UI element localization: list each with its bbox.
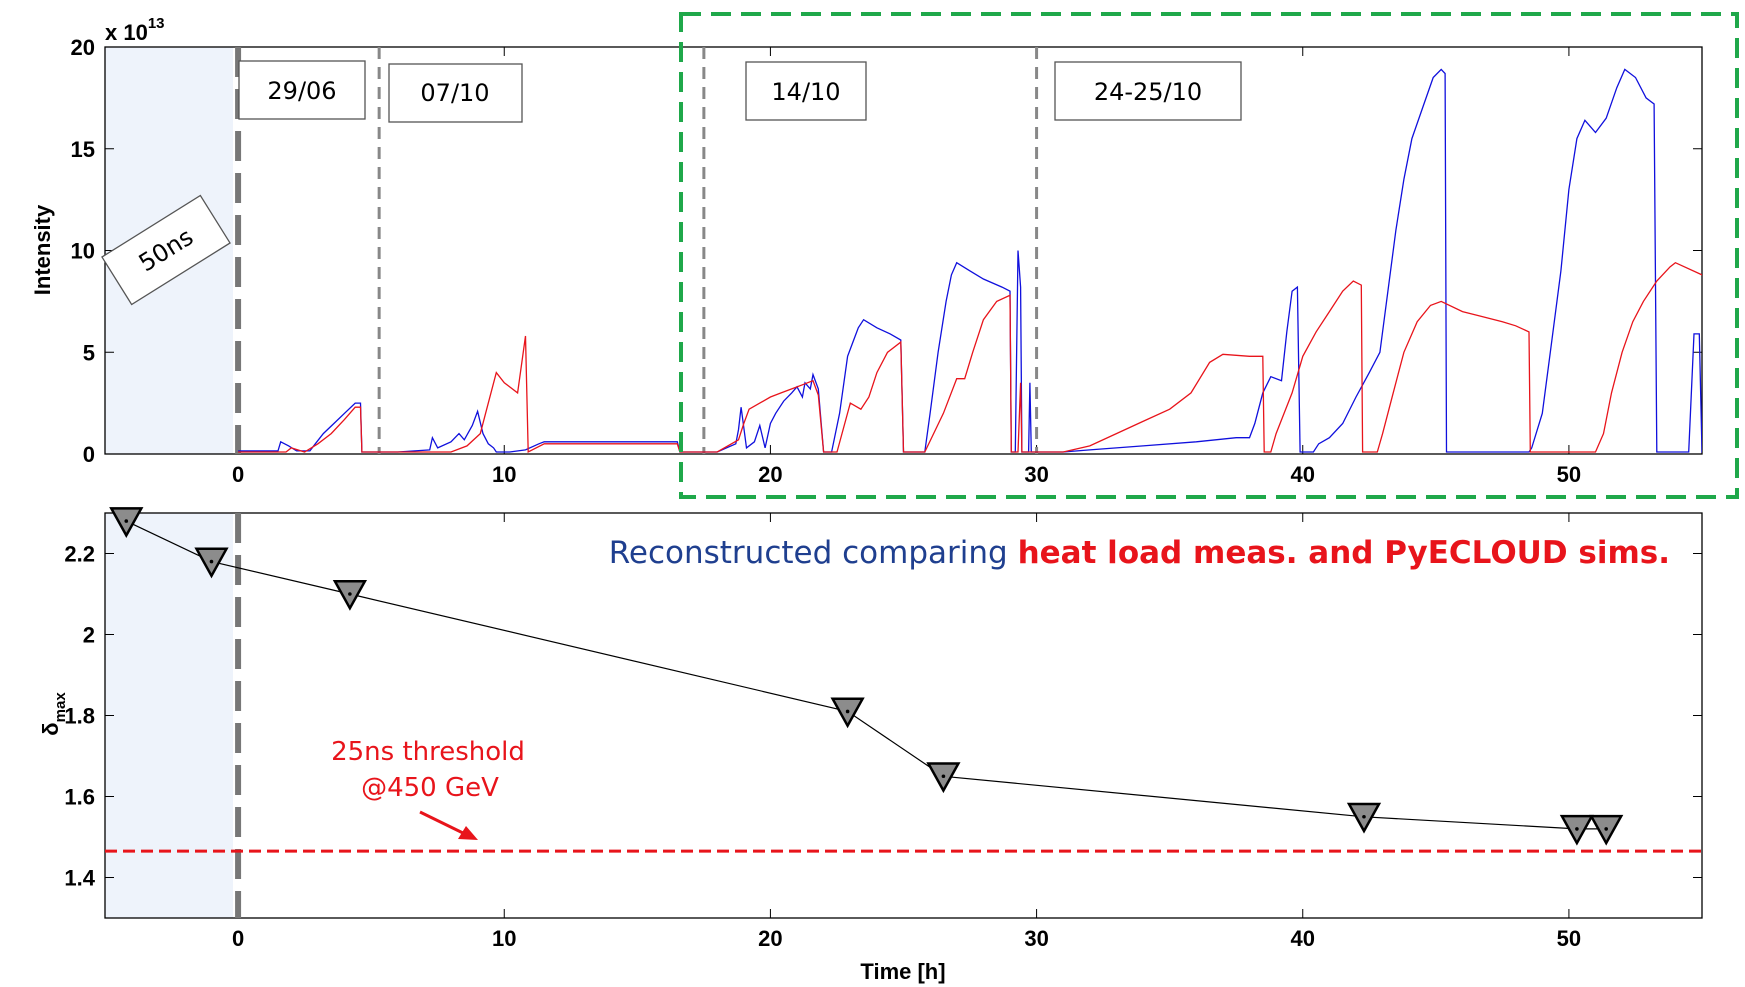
- label-07-10-text: 07/10: [420, 79, 489, 107]
- y-tick-label: 20: [71, 35, 95, 60]
- bottom-axis-ticks: 0 10 20 30 40 50 1.4 1.6 1.8 2 2.2: [64, 513, 1702, 951]
- delta-max-point: [1575, 827, 1579, 831]
- x-tick-label: 0: [232, 462, 244, 487]
- label-50ns: 50ns: [101, 194, 231, 306]
- top-axis-ticks: 0 10 20 30 40 50 0 5 10 15 20: [71, 35, 1702, 487]
- y-tick-label: 10: [71, 239, 95, 264]
- heat-load-annotation: Reconstructed comparing heat load meas. …: [609, 535, 1670, 571]
- top-dividers: [235, 47, 1039, 454]
- label-07-10: 07/10: [388, 63, 523, 123]
- intensity-series-red: [238, 261, 1702, 454]
- annotation-red-text: heat load meas. and PyECLOUD sims.: [1018, 535, 1670, 571]
- threshold-label-line2: @450 GeV: [361, 773, 499, 803]
- intensity-panel: 0 10 20 30 40 50 0 5 10 15 20 x 1013 Intensity 29/…: [30, 15, 1703, 487]
- delta-max-point: [941, 774, 946, 779]
- delta-max-point: [348, 592, 352, 596]
- y-tick-label: 2.2: [64, 542, 95, 567]
- label-29-06: 29/06: [238, 60, 366, 120]
- delta-max-panel: 0 10 20 30 40 50 1.4 1.6 1.8 2 2.2 Reconstructed c…: [38, 507, 1703, 984]
- y-tick-label: 15: [71, 137, 95, 162]
- x-axis-label: Time [h]: [860, 959, 945, 984]
- delta-max-point: [1604, 827, 1608, 831]
- top-y-axis-label: Intensity: [30, 204, 55, 295]
- ylabel-delta: δ: [38, 722, 63, 735]
- x-tick-label: 50: [1557, 926, 1581, 951]
- label-14-10: 14/10: [745, 61, 867, 121]
- delta-max-point: [209, 559, 214, 564]
- bottom-plot-frame: [104, 512, 1703, 919]
- ylabel-subscript: max: [52, 692, 69, 723]
- y-tick-label: 2: [83, 623, 95, 648]
- x-tick-label: 10: [492, 926, 516, 951]
- delta-max-point: [845, 709, 850, 714]
- x-tick-label: 50: [1557, 462, 1581, 487]
- x-tick-label: 40: [1291, 462, 1315, 487]
- delta-max-point: [124, 519, 129, 523]
- delta-max-point: [1362, 814, 1366, 819]
- threshold-arrow: [419, 810, 478, 840]
- top-series: [238, 68, 1702, 454]
- x-tick-label: 30: [1024, 926, 1048, 951]
- delta-max-line: [126, 520, 1607, 830]
- y-tick-label: 1.6: [64, 785, 95, 810]
- x-tick-label: 20: [758, 926, 782, 951]
- bottom-y-axis-label: δmax: [38, 692, 69, 736]
- y-tick-label: 1.8: [64, 704, 95, 729]
- x-tick-label: 40: [1291, 926, 1315, 951]
- y-tick-label: 5: [83, 340, 95, 365]
- y-tick-label: 1.4: [64, 866, 95, 891]
- highlight-box: [679, 12, 1739, 499]
- x-tick-label: 30: [1024, 462, 1048, 487]
- annotation-blue-text: Reconstructed comparing: [609, 535, 1018, 571]
- label-29-06-text: 29/06: [267, 77, 336, 105]
- threshold-label-line1: 25ns threshold: [331, 737, 525, 767]
- bottom-series: [109, 507, 1624, 846]
- x-tick-label: 0: [232, 926, 244, 951]
- y-exponent: x 1013: [105, 15, 165, 45]
- label-14-10-text: 14/10: [771, 78, 840, 106]
- y-tick-label: 0: [83, 442, 95, 467]
- y-exponent-power: 13: [148, 15, 165, 32]
- x-tick-label: 20: [758, 462, 782, 487]
- x-tick-label: 10: [492, 462, 516, 487]
- intensity-series-blue: [238, 68, 1702, 453]
- label-24-25-10-text: 24-25/10: [1094, 78, 1202, 106]
- label-24-25-10: 24-25/10: [1054, 61, 1242, 121]
- y-exponent-base: x 10: [105, 20, 148, 45]
